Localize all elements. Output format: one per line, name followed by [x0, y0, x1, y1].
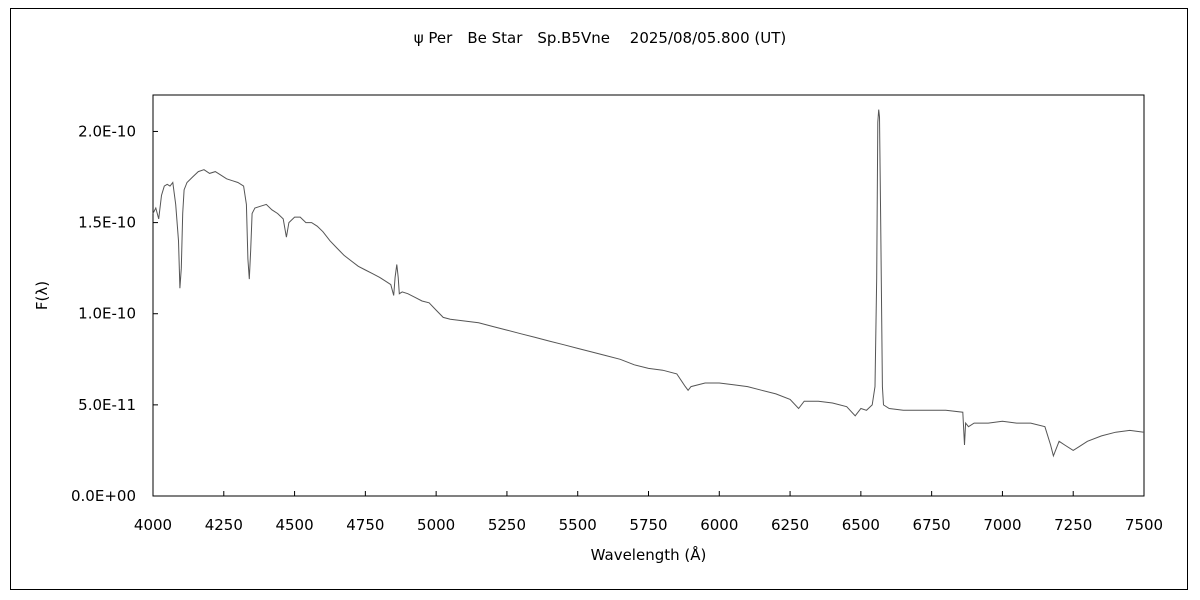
chart-title: ψ Per Be Star Sp.B5Vne 2025/08/05.800 (U…	[413, 29, 787, 47]
y-tick-label: 1.0E-10	[78, 305, 136, 323]
x-axis-label: Wavelength (Å)	[591, 545, 707, 564]
x-tick-label: 6750	[913, 516, 951, 534]
x-tick-label: 4750	[346, 516, 384, 534]
x-tick-label: 4000	[134, 516, 172, 534]
x-tick-label: 6500	[842, 516, 880, 534]
x-tick-label: 7250	[1054, 516, 1092, 534]
y-tick-label: 5.0E-11	[78, 396, 136, 414]
x-tick-label: 6250	[771, 516, 809, 534]
x-tick-label: 5750	[629, 516, 667, 534]
chart-frame	[10, 8, 1188, 590]
y-tick-label: 1.5E-10	[78, 214, 136, 232]
y-tick-label: 0.0E+00	[71, 487, 136, 505]
x-tick-label: 7000	[983, 516, 1021, 534]
y-axis-ticks: 0.0E+00 5.0E-11 1.0E-10 1.5E-10 2.0E-10	[71, 122, 158, 505]
x-tick-label: 4500	[275, 516, 313, 534]
y-axis-label: F(λ)	[33, 281, 51, 310]
x-tick-label: 5250	[488, 516, 526, 534]
spectrum-line	[152, 109, 1145, 458]
x-tick-label: 5500	[559, 516, 597, 534]
plot-area	[152, 94, 1145, 497]
x-tick-label: 4250	[205, 516, 243, 534]
x-tick-label: 5000	[417, 516, 455, 534]
x-tick-label: 7500	[1125, 516, 1163, 534]
y-tick-label: 2.0E-10	[78, 122, 136, 140]
x-tick-label: 6000	[700, 516, 738, 534]
x-axis-ticks: 4000 4250 4500 4750 5000 5250 5500 5750 6000 6250…	[134, 491, 1163, 534]
